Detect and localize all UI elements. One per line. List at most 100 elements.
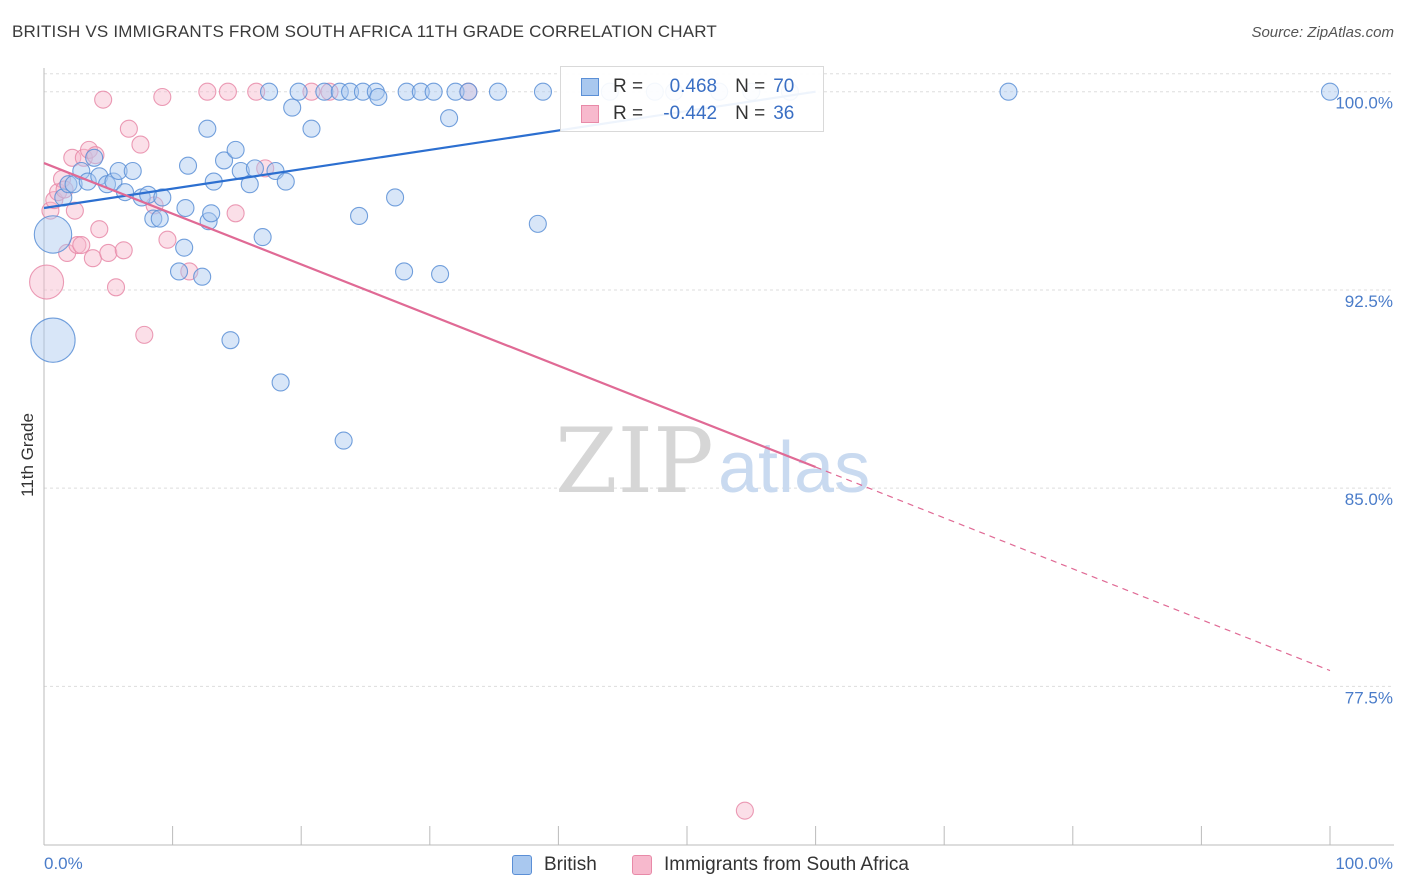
watermark-zip: ZIP	[555, 409, 714, 514]
british-point	[193, 267, 212, 286]
british-point	[334, 431, 353, 450]
immigrants-point	[226, 204, 245, 223]
british-point	[198, 119, 217, 138]
y-tick-label: 77.5%	[1345, 688, 1393, 707]
axes	[43, 68, 1394, 846]
british-point	[369, 87, 388, 107]
trend-lines	[43, 90, 1331, 672]
x-tick-label-min: 0.0%	[44, 854, 83, 873]
source-label: Source: ZipAtlas.com	[1251, 24, 1394, 41]
immigrants-point	[114, 241, 133, 260]
immigrants-point	[218, 82, 237, 101]
british-point	[459, 82, 478, 101]
british-point	[397, 82, 416, 101]
british-point	[150, 209, 169, 228]
british-point	[231, 161, 250, 181]
immigrants-point	[29, 264, 65, 300]
immigrants-point	[320, 82, 339, 101]
british-point	[440, 109, 459, 128]
immigrants-point	[72, 235, 91, 255]
british-point	[169, 262, 189, 281]
british-point	[59, 175, 78, 194]
british-r-value: 0.468	[669, 76, 718, 97]
bottom-legend-immigrants[interactable]: Immigrants from South Africa	[632, 852, 909, 878]
british-point	[350, 206, 369, 225]
y-tick-label: 85.0%	[1345, 490, 1393, 509]
british-point	[386, 188, 405, 207]
immigrants-point	[131, 135, 150, 154]
immigrants-n-value: 36	[773, 103, 795, 124]
british-swatch	[581, 78, 599, 96]
british-point	[289, 82, 308, 101]
y-tick-label: 92.5%	[1345, 292, 1393, 311]
british-legend-label: British	[544, 854, 597, 875]
british-point	[533, 82, 553, 101]
immigrants-n-label: N =	[735, 103, 766, 124]
immigrants-point	[198, 82, 217, 101]
immigrants-point	[65, 201, 84, 220]
immigrants-legend-swatch	[632, 855, 652, 875]
british-r-label: R =	[613, 76, 644, 97]
immigrants-point	[90, 220, 109, 239]
immigrants-trend-extension	[815, 466, 1331, 672]
british-point	[488, 82, 508, 101]
british-point	[109, 161, 128, 181]
british-point	[202, 204, 221, 223]
tick-labels: 77.5% 85.0% 92.5% 100.0% 0.0% 100.0%	[44, 94, 1393, 873]
immigrants-point	[158, 230, 177, 249]
british-point	[85, 148, 104, 167]
british-point	[214, 151, 234, 170]
british-legend-swatch	[512, 855, 532, 875]
british-point	[271, 373, 290, 392]
british-point	[144, 209, 163, 228]
y-tick-label: 100.0%	[1335, 94, 1393, 113]
immigrants-point	[94, 90, 113, 109]
british-point	[221, 331, 240, 350]
british-point	[395, 262, 414, 281]
british-point	[366, 82, 385, 101]
british-point	[411, 82, 430, 101]
british-point	[253, 228, 272, 247]
british-point	[330, 82, 349, 101]
immigrants-point	[247, 82, 266, 101]
british-n-label: N =	[735, 76, 766, 97]
immigrants-point	[135, 325, 154, 344]
british-point	[123, 161, 142, 181]
immigrants-point	[106, 278, 126, 297]
chart-title: BRITISH VS IMMIGRANTS FROM SOUTH AFRICA …	[12, 22, 718, 41]
british-point	[276, 172, 295, 191]
immigrants-point	[735, 801, 754, 820]
british-point	[178, 156, 198, 175]
british-point	[1320, 82, 1340, 101]
immigrants-r-label: R =	[613, 103, 644, 124]
watermark-atlas: atlas	[718, 428, 870, 508]
immigrants-point	[302, 82, 321, 101]
watermark: ZIP atlas	[555, 409, 870, 514]
immigrants-point	[99, 243, 118, 262]
british-point	[302, 119, 321, 138]
x-tick-label-max: 100.0%	[1335, 854, 1393, 873]
british-point	[446, 82, 465, 101]
immigrants-legend-label: Immigrants from South Africa	[664, 854, 909, 875]
immigrants-swatch	[581, 105, 599, 123]
british-point	[424, 82, 443, 101]
bottom-legend-british[interactable]: British	[512, 852, 597, 878]
legend-row-immigrants: R = -0.442 N = 36	[581, 101, 794, 127]
british-point	[153, 188, 172, 207]
british-point	[341, 82, 360, 101]
british-point	[78, 172, 97, 191]
british-point	[315, 82, 334, 101]
immigrants-r-value: -0.442	[663, 103, 718, 124]
immigrants-point	[119, 119, 138, 138]
british-point	[176, 198, 195, 218]
british-point	[999, 82, 1018, 101]
british-point	[175, 238, 194, 257]
stats-legend: R = 0.468 N = 70 R = -0.442 N = 36	[560, 66, 824, 132]
british-point	[283, 98, 302, 117]
british-points	[30, 82, 1340, 450]
legend-row-british: R = 0.468 N = 70	[581, 74, 794, 100]
british-point	[226, 140, 245, 159]
british-n-value: 70	[773, 76, 795, 97]
immigrants-trend-line	[43, 162, 817, 469]
